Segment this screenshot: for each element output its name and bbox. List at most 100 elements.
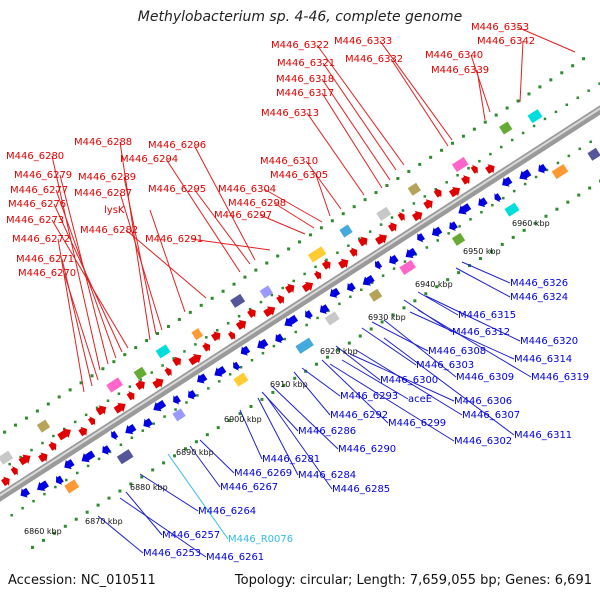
forward-gene [57,428,71,441]
reverse-gene [374,260,383,270]
forward-gene-label: M446_6342 [477,36,535,47]
reverse-gene-shape [125,423,137,435]
scale-label: 6910 kbp [270,380,308,389]
forward-gene-label: M446_6298 [228,198,286,209]
reverse-gene [197,373,208,384]
scale-dot [128,385,132,388]
annotation-box [36,419,51,433]
scale-dot [261,351,265,355]
annotation-box-shape [399,259,416,275]
scale-dot [532,124,536,128]
reverse-gene-label: M446_6320 [520,336,578,347]
scale-label: 6900 kbp [224,415,262,424]
reverse-gene [275,333,284,344]
forward-gene [188,354,202,366]
scale-dot [210,296,214,300]
scale-dot [216,426,220,430]
annotation-box-shape [191,328,203,341]
scale-dot [226,321,230,325]
scale-dot [511,235,515,239]
scale-dot [390,216,394,219]
scale-dot [414,253,418,256]
reverse-gene [458,203,472,215]
scale-dot [74,517,78,521]
scale-label: 6950 kbp [463,247,501,256]
forward-gene-shape [397,211,405,222]
reverse-leader [199,439,235,474]
scale-dot [534,175,538,179]
scale-dot [571,64,575,68]
annotation-box-shape [499,121,513,135]
reverse-gene-label: M446_6314 [514,354,572,365]
scale-dot [527,92,531,96]
scale-dot [412,202,416,205]
reverse-gene-label: M446_6308 [428,346,486,357]
scale-dot [567,154,571,158]
forward-gene-shape [423,199,433,210]
scale-dot [450,141,454,145]
reverse-leader [371,321,429,352]
scale-dot [478,159,481,163]
forward-gene [48,441,57,451]
forward-gene-label: M446_6353 [471,22,529,33]
reverse-gene-shape [389,254,399,265]
forward-gene [10,466,18,476]
forward-gene [276,294,285,304]
scale-dot [118,489,122,493]
reverse-leader [301,367,341,397]
forward-gene-shape [126,391,135,401]
reverse-gene [478,197,488,208]
reverse-gene [389,254,399,265]
scale-dot [392,267,396,270]
annotation-box [376,206,392,221]
scale-dot [467,166,470,170]
scale-dot [85,510,89,514]
forward-gene [164,366,172,377]
annotation-box-shape [0,450,14,465]
reverse-gene-label: M446_6307 [462,410,520,421]
scale-dot [533,221,537,225]
scale-dot [130,436,134,439]
annotation-box [116,449,134,465]
annotation-box [191,328,203,341]
scale-dot [106,399,110,403]
scale-dot [96,503,100,507]
scale-dot [341,212,345,216]
scale-dot [325,355,329,359]
annotation-box [172,408,186,422]
annotation-box [339,224,353,238]
reverse-gene [55,475,64,485]
annotation-box [587,147,600,161]
reverse-gene-shape [214,365,227,377]
forward-leader [379,40,453,141]
forward-gene-label: M446_6304 [218,184,276,195]
scale-dot [500,242,504,246]
scale-dot [401,209,405,212]
scale-dot [90,374,94,378]
scale-dot [265,261,269,265]
forward-leader [123,176,157,335]
forward-gene [202,342,211,352]
scale-dot [314,265,317,269]
reverse-gene-label: M446_6299 [388,418,446,429]
scale-dot [183,350,186,353]
forward-gene-label: M446_6272 [12,234,70,245]
forward-gene [78,426,88,437]
scale-dot [63,524,67,528]
annotation-box-shape [155,344,171,359]
forward-gene-shape [263,306,276,318]
forward-leader [165,158,241,273]
forward-leader [316,44,405,166]
forward-leader [259,214,306,235]
scale-dot [522,228,526,232]
forward-leader [57,238,85,393]
scale-label: 6940 kbp [415,280,453,289]
forward-gene-label: M446_6282 [80,225,138,236]
reverse-gene-shape [64,459,75,470]
scale-label: 6870 kbp [85,517,123,526]
scale-labels: 6860 kbp 6870 kbp 6880 kbp 6890 kbp 6900 kbp… [24,219,550,536]
annotation-box-shape [64,479,80,494]
scale-dot [319,226,323,230]
annotation-box [307,246,327,263]
scale-dot [305,323,308,327]
